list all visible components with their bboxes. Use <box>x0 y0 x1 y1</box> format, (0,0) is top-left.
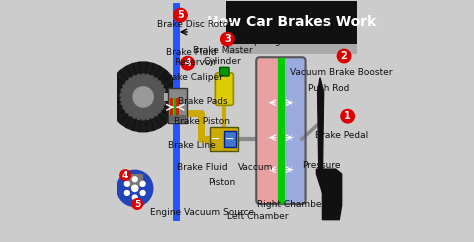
Text: 4: 4 <box>184 58 191 68</box>
Text: Brake Line: Brake Line <box>168 141 216 150</box>
Text: +: + <box>287 98 296 108</box>
Text: Brake Pads: Brake Pads <box>178 97 228 106</box>
Circle shape <box>133 87 153 107</box>
FancyBboxPatch shape <box>226 44 357 54</box>
Text: Brake Caliper: Brake Caliper <box>162 73 223 82</box>
Text: Engine Vacuum Source: Engine Vacuum Source <box>150 208 254 217</box>
Polygon shape <box>317 169 337 220</box>
FancyBboxPatch shape <box>164 93 179 101</box>
Text: Brake Master
Cylinder: Brake Master Cylinder <box>193 46 252 66</box>
Text: −: − <box>266 98 275 108</box>
FancyBboxPatch shape <box>169 115 186 122</box>
Circle shape <box>173 8 187 22</box>
Text: Brake Fluid: Brake Fluid <box>177 163 228 172</box>
Text: Diaphragm: Diaphragm <box>239 37 290 46</box>
Text: 4: 4 <box>122 171 128 180</box>
Text: Push Rod: Push Rod <box>308 84 349 93</box>
Text: 5: 5 <box>134 199 140 209</box>
Circle shape <box>124 182 129 186</box>
Circle shape <box>120 170 130 181</box>
Text: 1: 1 <box>344 111 351 121</box>
Circle shape <box>181 57 194 70</box>
FancyBboxPatch shape <box>224 131 236 147</box>
FancyBboxPatch shape <box>168 88 187 123</box>
Polygon shape <box>322 169 342 220</box>
Text: 3: 3 <box>224 34 231 44</box>
Circle shape <box>341 109 355 123</box>
Circle shape <box>337 49 351 63</box>
Circle shape <box>108 62 178 132</box>
Text: Brake Piston: Brake Piston <box>174 116 230 126</box>
FancyBboxPatch shape <box>226 1 357 44</box>
FancyBboxPatch shape <box>219 67 229 76</box>
Circle shape <box>132 195 137 200</box>
Text: 5: 5 <box>177 10 184 20</box>
Text: −: − <box>225 134 234 144</box>
FancyBboxPatch shape <box>173 98 176 116</box>
Circle shape <box>132 177 137 182</box>
Text: Vaccum: Vaccum <box>238 163 273 172</box>
Text: Right Chamber: Right Chamber <box>257 199 325 209</box>
FancyBboxPatch shape <box>170 98 173 116</box>
FancyBboxPatch shape <box>210 128 238 151</box>
Text: Brake Fluid
Reservoir: Brake Fluid Reservoir <box>166 47 217 67</box>
Text: How Car Brakes Work: How Car Brakes Work <box>207 15 376 29</box>
Text: Vacuum Brake Booster: Vacuum Brake Booster <box>291 68 393 77</box>
Circle shape <box>124 190 129 195</box>
Circle shape <box>132 199 143 209</box>
Circle shape <box>140 190 145 195</box>
Text: Brake Disc Rotor: Brake Disc Rotor <box>157 20 232 29</box>
FancyBboxPatch shape <box>277 57 306 204</box>
Circle shape <box>220 32 234 46</box>
FancyBboxPatch shape <box>215 73 233 105</box>
Text: Brake Pedal: Brake Pedal <box>315 131 368 140</box>
Text: Pressure: Pressure <box>302 161 340 170</box>
Text: Piston: Piston <box>208 178 235 187</box>
Text: −: − <box>266 165 275 175</box>
FancyBboxPatch shape <box>126 174 143 187</box>
Text: +: + <box>287 165 296 175</box>
Polygon shape <box>318 78 324 174</box>
Circle shape <box>117 170 153 206</box>
Text: Left Chamber: Left Chamber <box>227 212 288 220</box>
FancyBboxPatch shape <box>256 57 284 204</box>
FancyBboxPatch shape <box>176 98 180 116</box>
Circle shape <box>120 74 166 120</box>
Text: −: − <box>210 134 220 144</box>
Text: −: − <box>266 133 275 143</box>
Circle shape <box>140 182 145 186</box>
Circle shape <box>132 185 138 191</box>
Text: +: + <box>287 133 296 143</box>
Text: 2: 2 <box>341 51 347 61</box>
